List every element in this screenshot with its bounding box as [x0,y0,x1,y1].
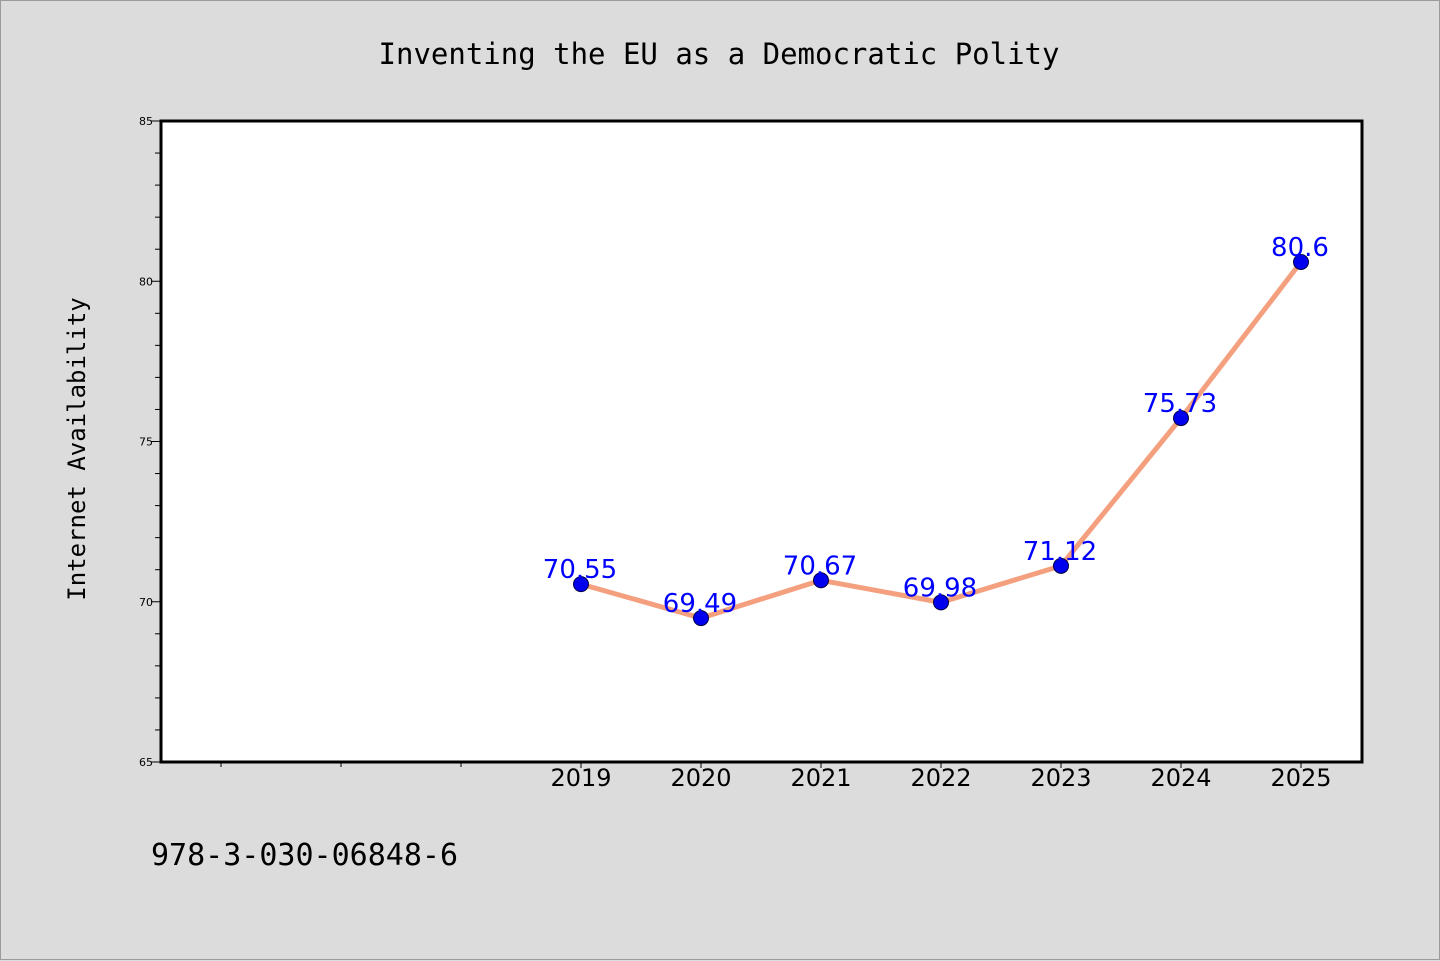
data-point [813,572,829,589]
y-axis-label: Internet Availability [63,297,91,600]
x-tick-label: 2023 [1030,764,1091,792]
chart-title: Inventing the EU as a Democratic Polity [379,37,1060,71]
data-label: 70.67 [783,551,857,581]
data-label: 69.49 [663,589,737,619]
data-point [1173,410,1189,427]
data-point [573,576,589,593]
data-labels: 70.55 69.49 70.67 69.98 71.12 75.73 80.6 [543,233,1329,619]
y-axis-ticks: 65 70 75 80 85 [139,115,161,769]
isbn-annotation: 978-3-030-06848-6 [151,838,458,873]
series-layer [573,254,1309,627]
x-tick-label: 2019 [550,764,611,792]
plot-area [159,119,1364,764]
x-tick-label: 2024 [1150,764,1211,792]
y-tick-label: 85 [139,115,153,128]
x-tick-label: 2020 [670,764,731,792]
y-tick-label: 80 [139,275,153,288]
y-tick-label: 75 [139,436,153,449]
data-label: 71.12 [1023,537,1097,567]
data-label: 80.6 [1271,233,1329,263]
data-point [1293,254,1309,271]
y-tick-label: 70 [139,596,153,609]
x-axis-ticks: 2019 2020 2021 2022 2023 2024 2025 [220,762,1332,792]
data-point [933,594,949,611]
data-label: 75.73 [1143,389,1217,419]
x-tick-label: 2025 [1270,764,1331,792]
y-tick-label: 65 [139,756,153,769]
x-tick-label: 2021 [790,764,851,792]
data-point [693,610,709,627]
data-point [1053,557,1069,574]
data-label: 70.55 [543,555,617,585]
data-label: 69.98 [903,573,977,603]
x-tick-label: 2022 [910,764,971,792]
